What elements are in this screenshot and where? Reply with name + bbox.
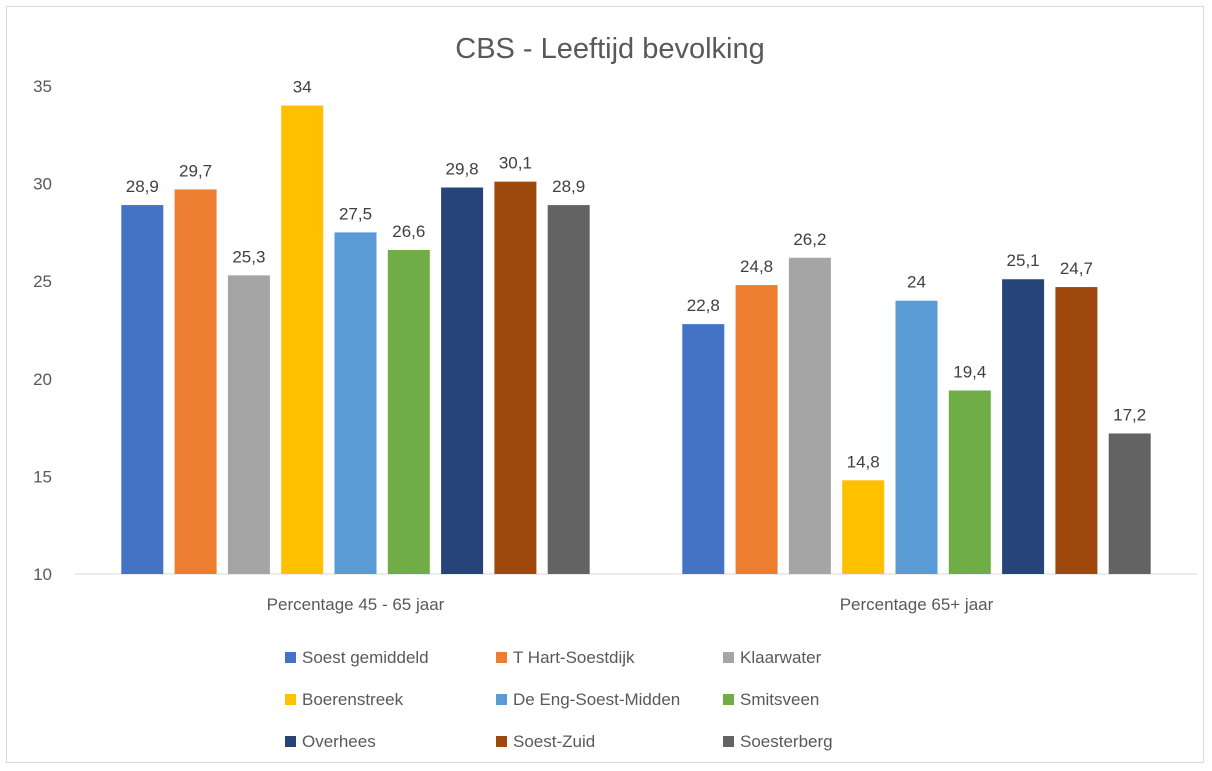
bar (281, 105, 324, 575)
y-tick-label: 15 (33, 467, 52, 486)
legend-label: Soest-Zuid (513, 732, 595, 751)
data-label: 34 (293, 78, 312, 97)
legend-label: Boerenstreek (302, 690, 404, 709)
bar (948, 390, 991, 574)
bars (121, 105, 1151, 575)
data-label: 19,4 (953, 363, 986, 382)
bar (387, 249, 430, 574)
legend-label: Overhees (302, 732, 376, 751)
data-label: 22,8 (687, 296, 720, 315)
legend-swatch (285, 694, 296, 705)
data-labels: 28,9 29,7 25,3 34 27,5 26,6 29,8 30,1 28,9 22,8 24… (126, 78, 1146, 472)
legend-swatch (496, 694, 507, 705)
data-label: 26,2 (793, 230, 826, 249)
data-label: 24,8 (740, 257, 773, 276)
bar (895, 300, 938, 574)
bar (1055, 287, 1098, 574)
legend-swatch (285, 736, 296, 747)
bar (788, 257, 831, 574)
legend-swatch (723, 736, 734, 747)
data-label: 27,5 (339, 204, 372, 223)
bar (1002, 279, 1045, 574)
legend-label: Soesterberg (740, 732, 833, 751)
data-label: 30,1 (499, 154, 532, 173)
bar (735, 285, 778, 574)
legend-swatch (285, 652, 296, 663)
data-label: 14,8 (847, 452, 880, 471)
bar (494, 181, 537, 574)
data-label: 28,9 (552, 177, 585, 196)
legend-label: Soest gemiddeld (302, 648, 429, 667)
data-label: 26,6 (392, 222, 425, 241)
data-label: 28,9 (126, 177, 159, 196)
bar (547, 205, 590, 574)
legend-label: Smitsveen (740, 690, 819, 709)
y-tick-label: 30 (33, 175, 52, 194)
data-label: 17,2 (1113, 405, 1146, 424)
bar (441, 187, 484, 574)
bar (174, 189, 217, 574)
y-tick-label: 20 (33, 370, 52, 389)
legend-swatch (723, 652, 734, 663)
y-tick-label: 10 (33, 565, 52, 584)
legend-swatch (723, 694, 734, 705)
legend-label: De Eng-Soest-Midden (513, 690, 680, 709)
data-label: 24,7 (1060, 259, 1093, 278)
legend-swatch (496, 652, 507, 663)
legend: Soest gemiddeld T Hart-Soestdijk Klaarwate… (285, 648, 833, 751)
legend-swatch (496, 736, 507, 747)
data-label: 29,7 (179, 161, 212, 180)
bar (334, 232, 377, 574)
category-labels: Percentage 45 - 65 jaar Percentage 65+ ja… (267, 595, 994, 614)
y-tick-label: 35 (33, 77, 52, 96)
data-label: 29,8 (446, 160, 479, 179)
category-label: Percentage 65+ jaar (840, 595, 994, 614)
bar (842, 480, 885, 574)
bar (227, 275, 270, 574)
legend-label: Klaarwater (740, 648, 822, 667)
chart-title: CBS - Leeftijd bevolking (455, 33, 765, 65)
legend-label: T Hart-Soestdijk (513, 648, 635, 667)
category-label: Percentage 45 - 65 jaar (267, 595, 445, 614)
data-label: 25,3 (232, 247, 265, 266)
bar (682, 324, 725, 574)
data-label: 25,1 (1007, 251, 1040, 270)
data-label: 24 (907, 273, 926, 292)
bar (1108, 433, 1151, 574)
bar (121, 205, 164, 574)
y-tick-label: 25 (33, 272, 52, 291)
axes: 10 15 20 25 30 35 (33, 77, 1197, 584)
